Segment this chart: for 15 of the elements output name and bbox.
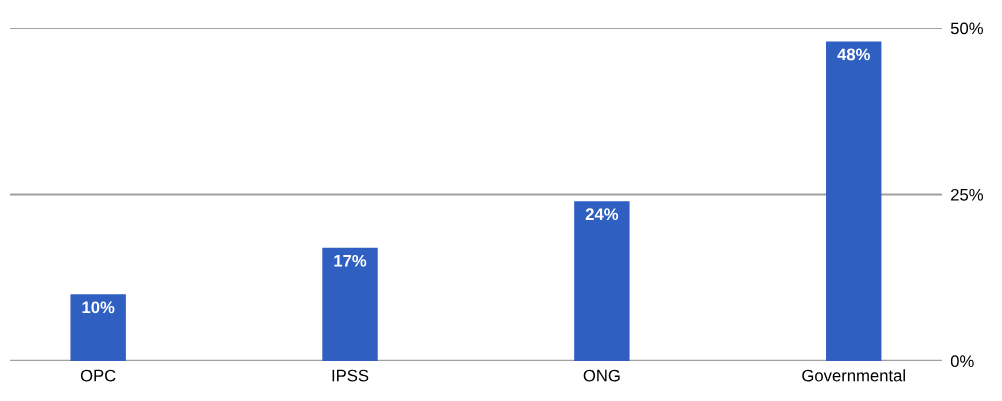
x-tick-label: ONG — [583, 369, 620, 382]
bar — [574, 201, 630, 361]
data-label: 10% — [82, 301, 115, 314]
x-tick-label: Governmental — [802, 369, 905, 382]
bar — [826, 41, 882, 361]
bar — [70, 294, 126, 361]
y-tick-label: 25% — [951, 188, 983, 201]
x-tick-label: IPSS — [332, 369, 369, 382]
x-tick-label: OPC — [80, 369, 116, 382]
y-tick-label: 50% — [950, 22, 983, 35]
bar — [322, 247, 378, 361]
data-label: 24% — [585, 208, 619, 221]
data-label: 17% — [334, 254, 367, 267]
y-tick-label: 0% — [950, 355, 974, 368]
data-label: 48% — [837, 48, 870, 61]
